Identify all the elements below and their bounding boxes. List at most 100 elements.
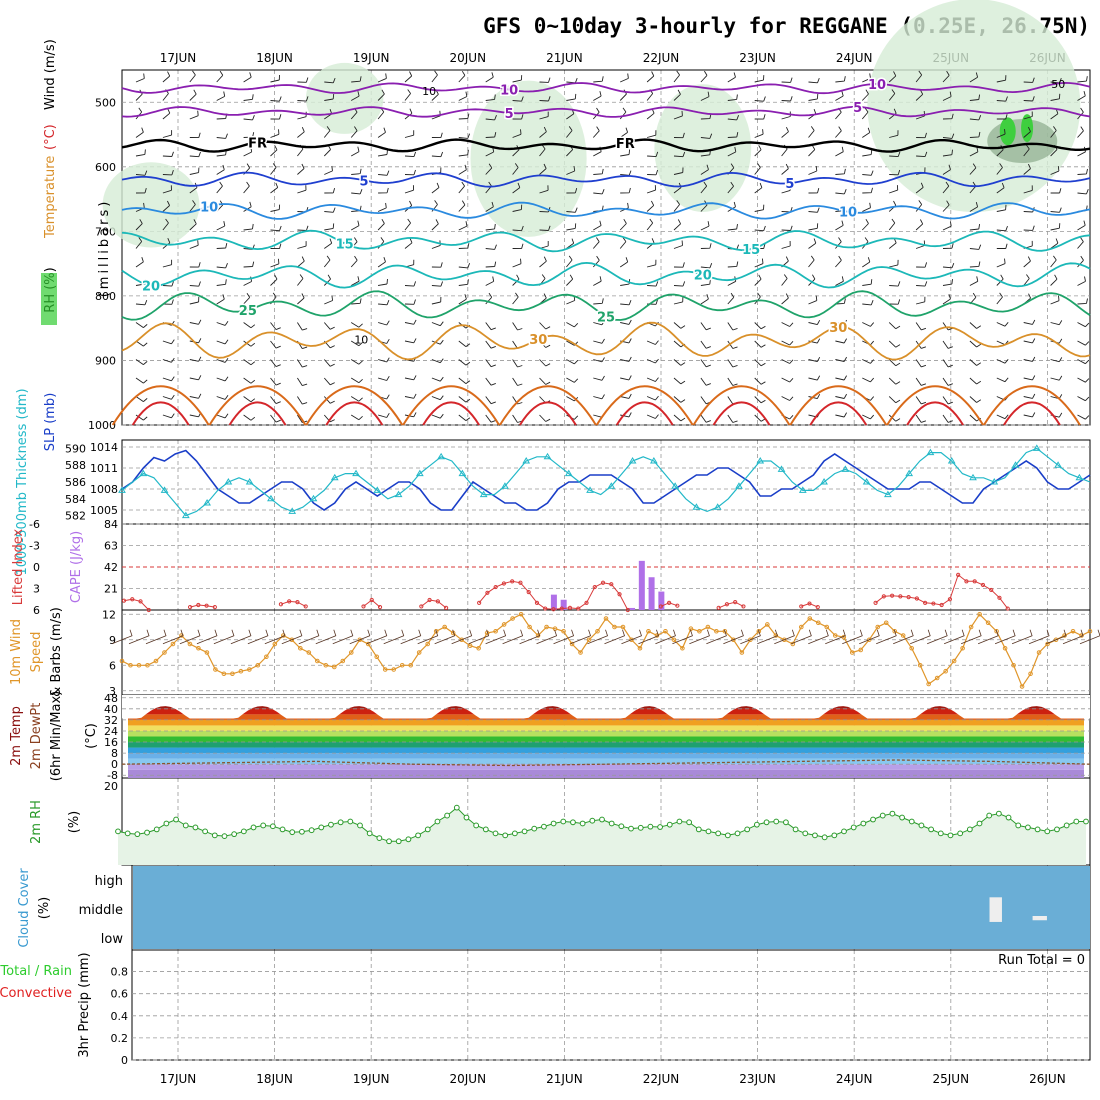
lifted-index-marker [551, 607, 556, 612]
wind-barb [323, 255, 331, 268]
rh-marker [434, 818, 441, 825]
rh-marker [821, 834, 828, 841]
wind-speed-marker [637, 645, 643, 651]
wind-barb [942, 200, 950, 212]
wind-speed-marker [314, 658, 320, 664]
wind-barb [1077, 396, 1090, 402]
wind-barb [996, 274, 1004, 286]
wind-barb [243, 292, 251, 305]
wind-barb [1050, 274, 1058, 286]
wind-barb [1077, 126, 1084, 138]
wind-barb [485, 396, 496, 405]
date-label-top: 24JUN [836, 51, 873, 65]
rh-marker [1054, 826, 1060, 833]
wind-barb [512, 377, 523, 386]
wind-barb [996, 243, 1008, 249]
lifted-index-marker [617, 592, 622, 597]
wind-barb [135, 107, 143, 120]
wind-barb [404, 281, 417, 287]
isotherm-label: 5 [853, 101, 862, 116]
wind-barb [1077, 189, 1089, 195]
wind-speed-marker [264, 654, 269, 660]
temp-unit-label: (°C) [84, 723, 99, 749]
wind-barb [458, 294, 467, 305]
wind-barb [727, 414, 738, 423]
wind-barb [620, 187, 631, 194]
wind-barb [889, 169, 901, 176]
wind-barb [754, 163, 761, 175]
wind-barb [862, 127, 871, 138]
date-label-bottom: 18JUN [256, 1072, 293, 1086]
thickness-marker [373, 486, 382, 493]
thickness-marker [1054, 461, 1062, 468]
wind-barb [431, 296, 442, 305]
wind-barb [270, 129, 280, 138]
wind-speed-marker [586, 637, 592, 643]
surface-wind-barb [927, 629, 948, 645]
wind-barb [216, 221, 226, 231]
lifted-index-marker [666, 600, 672, 605]
wind-barb [673, 377, 686, 385]
wind-barb [620, 170, 632, 176]
rh-marker [492, 830, 499, 837]
cloud-label: Cloud Cover [17, 868, 32, 948]
wind-speed-marker [357, 637, 363, 643]
temperature-band [128, 758, 1084, 765]
rh-marker [937, 830, 944, 837]
wind-barb [324, 187, 336, 194]
wind-barb [969, 261, 981, 268]
surface-wind-barb [502, 629, 524, 645]
wind-barb [727, 72, 736, 83]
surface-wind-barb [1045, 629, 1067, 645]
wind-speed-marker [425, 641, 430, 647]
rh-marker [124, 830, 131, 837]
wind-barb [673, 89, 681, 101]
dewpt-label: 2m DewPt [29, 703, 44, 770]
lifted-index-marker [369, 597, 374, 603]
rh-marker [366, 830, 373, 837]
surface-wind-barb [519, 629, 541, 645]
wind-barb [915, 70, 923, 83]
date-label-top: 22JUN [643, 51, 680, 65]
wind-axis-labels: 10m Wind Speed & Barbs (m/s) [9, 607, 64, 697]
precip-legend-convective: Convective [0, 986, 72, 1001]
wind-barb [915, 396, 927, 405]
temp-40-dome [325, 401, 384, 426]
thickness-marker [458, 469, 467, 477]
wind-barb [216, 339, 229, 345]
wind-barb [1023, 375, 1036, 381]
lifted-index-marker [625, 607, 630, 613]
wind-barb [593, 357, 605, 363]
wind-barb [135, 187, 147, 194]
wind-barb [996, 414, 1009, 420]
isotherm-label: 5 [505, 107, 514, 122]
rh-marker [405, 836, 412, 843]
rh-marker [928, 826, 935, 833]
wind-barb [727, 181, 734, 194]
dewpoint-line [121, 759, 1091, 767]
wind-barb [888, 218, 896, 231]
wind-barb [673, 281, 686, 287]
wind-speed-marker [1019, 684, 1025, 689]
temp-label: 2m Temp [9, 706, 24, 766]
wind-barb [566, 359, 579, 365]
temp-35-dome [305, 385, 404, 426]
rh-marker [986, 812, 993, 819]
wind-barb [835, 356, 847, 362]
rh2m-label: 2m RH [29, 800, 44, 844]
rh-marker [599, 816, 605, 823]
rh-marker [976, 820, 983, 827]
lifted-index-line [280, 600, 306, 607]
lifted-index-marker [972, 579, 977, 584]
wind-barb [593, 298, 604, 305]
isotherm-label: 10 [839, 206, 857, 221]
wind-barb [808, 319, 821, 326]
lifted-index-marker [989, 587, 994, 593]
wind-barb [1023, 96, 1035, 102]
wind-speed-marker [934, 675, 940, 681]
rh-axis-labels: 2m RH (%) [29, 800, 82, 844]
wind-barb [700, 70, 708, 83]
wind-barb [673, 132, 685, 139]
lifted-index-marker [906, 595, 911, 600]
wind-barb [270, 340, 281, 349]
